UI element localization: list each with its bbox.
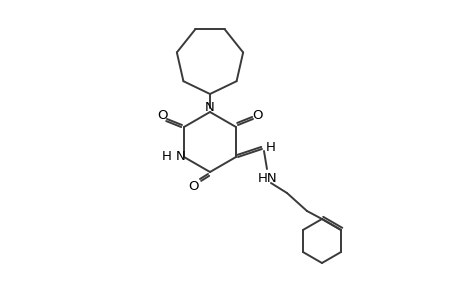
Text: O: O	[157, 109, 167, 122]
Text: H: H	[265, 140, 275, 154]
Text: O: O	[188, 179, 199, 193]
Text: H: H	[162, 149, 172, 163]
Text: HN: HN	[257, 172, 277, 184]
Text: N: N	[176, 149, 185, 163]
Text: N: N	[205, 101, 214, 114]
Text: O: O	[252, 109, 263, 122]
